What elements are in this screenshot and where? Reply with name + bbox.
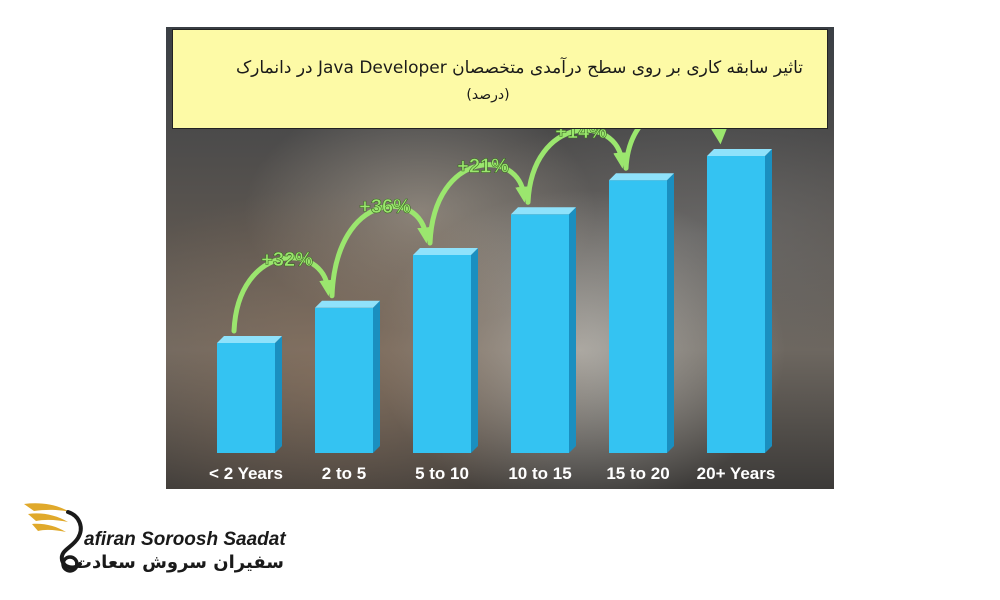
bar-side	[471, 248, 478, 453]
x-tick-label: 10 to 15	[508, 464, 571, 483]
bar	[511, 207, 576, 453]
x-tick-label: 5 to 10	[415, 464, 469, 483]
bars-layer	[217, 149, 772, 453]
growth-arrow	[427, 162, 532, 246]
bar-top	[609, 173, 674, 181]
bar-side	[373, 300, 380, 453]
growth-label: +36%	[359, 196, 411, 218]
bar	[217, 336, 282, 453]
x-tick-labels: < 2 Years 2 to 5 5 to 10 10 to 15 15 to 20 20…	[209, 464, 775, 483]
bar-side	[667, 173, 674, 453]
growth-arrow	[525, 127, 630, 205]
title-box: تاثیر سابقه کاری بر روی سطح درآمدی متخصص…	[172, 29, 828, 129]
bar-side	[275, 336, 282, 453]
bar-top	[413, 248, 478, 255]
bar-front	[315, 307, 373, 453]
brand-name-english: afiran Soroosh Saadat	[84, 529, 286, 550]
x-tick-label: 20+ Years	[697, 464, 776, 483]
bar-front	[511, 214, 569, 453]
bar-front	[707, 156, 765, 453]
x-tick-label: < 2 Years	[209, 464, 283, 483]
brand-name-persian: سفیران سروش سعادت	[73, 552, 284, 573]
chart-title: تاثیر سابقه کاری بر روی سطح درآمدی متخصص…	[235, 58, 803, 78]
bar	[707, 149, 772, 453]
bar-side	[765, 149, 772, 453]
bar-front	[609, 180, 667, 453]
bar-side	[569, 207, 576, 453]
bar-top	[707, 149, 772, 156]
chart-subtitle: (درصد)	[466, 87, 510, 103]
bar-top	[315, 300, 380, 308]
growth-label: +21%	[457, 155, 509, 177]
bar-front	[217, 343, 275, 453]
bar	[413, 248, 478, 453]
brand-logo: afiran Soroosh Saadat سفیران سروش سعادت	[22, 498, 292, 588]
x-tick-label: 2 to 5	[322, 464, 366, 483]
growth-arrow	[329, 203, 434, 299]
bar-top	[217, 336, 282, 343]
bar	[315, 300, 380, 453]
x-tick-label: 15 to 20	[606, 464, 669, 483]
bar-front	[413, 255, 471, 453]
growth-label: +32%	[261, 249, 313, 271]
growth-arrow	[231, 255, 336, 334]
swan-wing-icon	[24, 503, 83, 573]
bar	[609, 173, 674, 453]
bar-top	[511, 207, 576, 215]
